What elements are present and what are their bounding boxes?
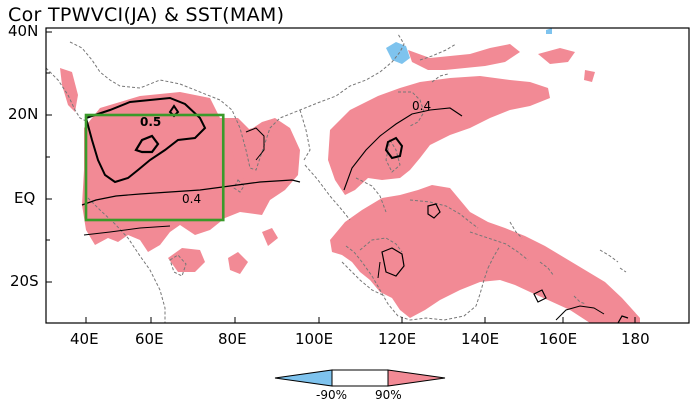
positive-significance-regions: [60, 44, 640, 323]
contour-label: 0.4: [412, 99, 431, 113]
lat-label: 40N: [8, 22, 39, 40]
lon-label: 180: [621, 330, 650, 348]
region-box: [84, 113, 225, 222]
colorbar: [274, 369, 446, 387]
colorbar-label: -90%: [316, 388, 348, 402]
negative-significance-regions: [386, 28, 552, 64]
lon-label: 80E: [218, 330, 247, 348]
map-frame: [45, 27, 690, 324]
colorbar-neutral: [331, 369, 389, 387]
lon-label: 120E: [378, 330, 417, 348]
colorbar-label: 90%: [375, 388, 402, 402]
colorbar-negative: [274, 369, 333, 387]
lat-ticks: [46, 31, 52, 283]
lon-label: 160E: [539, 330, 578, 348]
coastlines: [46, 33, 627, 323]
lat-label: 20S: [10, 272, 39, 290]
lat-label: EQ: [14, 189, 36, 207]
lon-label: 100E: [295, 330, 334, 348]
contour-label: 0.4: [182, 192, 201, 206]
colorbar-positive: [387, 369, 446, 387]
lat-label: 20N: [8, 105, 39, 123]
map-title: Cor TPWVCI(JA) & SST(MAM): [8, 4, 285, 26]
lon-label: 60E: [135, 330, 164, 348]
lon-label: 140E: [461, 330, 500, 348]
contour-label: 0.5: [140, 115, 161, 129]
lon-label: 40E: [70, 330, 99, 348]
lon-ticks: [85, 317, 636, 323]
